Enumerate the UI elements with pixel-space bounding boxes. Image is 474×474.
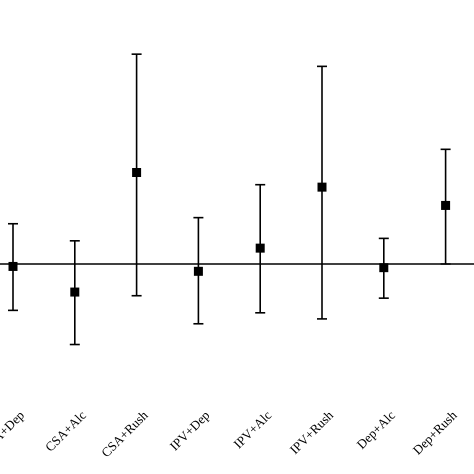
category-label-csa-rush: CSA+Rush xyxy=(98,407,151,460)
point-estimate-csa-alc xyxy=(70,287,80,297)
category-label-ipv-rush: IPV+Rush xyxy=(287,407,337,457)
category-label-csa-dep: CSA+Dep xyxy=(0,408,27,457)
point-estimate-ipv-rush xyxy=(317,182,327,192)
chart-marks xyxy=(8,53,451,346)
category-labels: CSA+Dep CSA+Alc CSA+Rush IPV+Dep IPV+Alc IPV+… xyxy=(0,407,460,460)
point-estimate-ipv-alc xyxy=(255,243,265,253)
point-estimate-csa-rush xyxy=(132,168,142,177)
category-label-ipv-alc: IPV+Alc xyxy=(230,407,274,451)
point-estimate-dep-rush xyxy=(441,200,451,210)
category-label-dep-alc: Dep+Alc xyxy=(354,407,399,452)
category-label-csa-alc: CSA+Alc xyxy=(42,407,89,454)
point-estimate-dep-alc xyxy=(379,263,389,273)
category-label-dep-rush: Dep+Rush xyxy=(410,407,460,457)
point-estimate-ipv-dep xyxy=(193,266,203,276)
point-estimate-csa-dep xyxy=(8,261,18,271)
category-label-ipv-dep: IPV+Dep xyxy=(167,408,213,454)
